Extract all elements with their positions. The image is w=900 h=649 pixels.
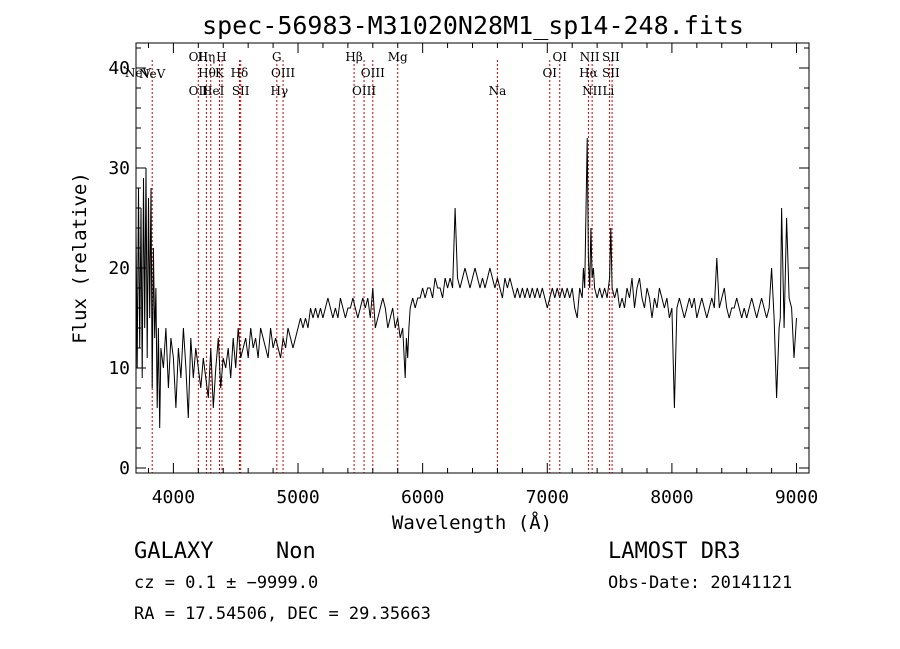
x-tick-label: 5000 [276, 487, 319, 508]
line-label-16: OIII [361, 66, 385, 80]
line-label-2: OII [189, 50, 209, 64]
object-class: GALAXY [134, 539, 213, 564]
line-label-3: OII [189, 84, 209, 98]
line-label-19: Na [489, 84, 507, 98]
y-axis-label: Flux (relative) [69, 172, 91, 344]
line-label-17: OIII [352, 84, 376, 98]
y-tick-label: 40 [108, 58, 130, 79]
emission-line-markers [151, 60, 613, 473]
line-label-12: G [272, 50, 282, 64]
y-tick-label: 30 [108, 158, 130, 179]
line-label-8: K [215, 66, 225, 80]
x-tick-label: 4000 [152, 487, 195, 508]
line-label-23: Hα [579, 66, 598, 80]
line-label-6: He [202, 84, 220, 98]
redshift-readout: cz = 0.1 ± −9999.0 [134, 573, 318, 593]
line-label-0: NeV [125, 66, 152, 80]
coordinates-readout: RA = 17.54506, DEC = 29.35663 [134, 604, 431, 624]
line-label-4: Hη [198, 50, 216, 64]
line-label-25: SII [602, 50, 620, 64]
line-label-9: I [220, 84, 225, 98]
survey-name: LAMOST DR3 [608, 539, 740, 564]
line-label-14: Hγ [271, 84, 289, 98]
line-label-18: Mg [388, 50, 408, 64]
spectrum-line [135, 137, 797, 429]
plot-frame [135, 42, 810, 474]
line-label-24: NII [582, 84, 602, 98]
x-tick-label: 8000 [650, 487, 693, 508]
observation-date: Obs-Date: 20141121 [608, 573, 792, 593]
line-label-11: SII [232, 84, 250, 98]
line-label-26: SII [602, 66, 620, 80]
line-label-1: NeV [139, 67, 166, 81]
emission-line-labels: NeVNeVOIIOIIHηHθHeHKIHδSIIGOIIIHγHβOIIIO… [125, 50, 620, 98]
x-tick-label: 7000 [526, 487, 569, 508]
line-label-10: Hδ [231, 66, 249, 80]
y-tick-label: 10 [108, 358, 130, 379]
line-label-13: OIII [271, 66, 295, 80]
line-label-22: NII [580, 50, 600, 64]
y-axis: 0 10 20 30 40 [108, 47, 809, 479]
line-label-7: H [216, 50, 226, 64]
line-label-20: OI [552, 50, 567, 64]
line-label-15: Hβ [345, 50, 362, 64]
x-tick-label: 6000 [401, 487, 444, 508]
x-axis: 4000 5000 6000 7000 8000 9000 [147, 43, 818, 508]
x-axis-label: Wavelength (Å) [392, 511, 552, 534]
line-label-21: OI [542, 66, 557, 80]
chart-title: spec-56983-M31020N28M1_sp14-248.fits [202, 11, 744, 40]
y-tick-label: 0 [119, 458, 130, 479]
y-tick-label: 20 [108, 258, 130, 279]
line-label-5: Hθ [198, 66, 216, 80]
object-subclass: Non [276, 539, 316, 564]
line-label-27: Li [602, 84, 614, 98]
x-tick-label: 9000 [775, 487, 818, 508]
